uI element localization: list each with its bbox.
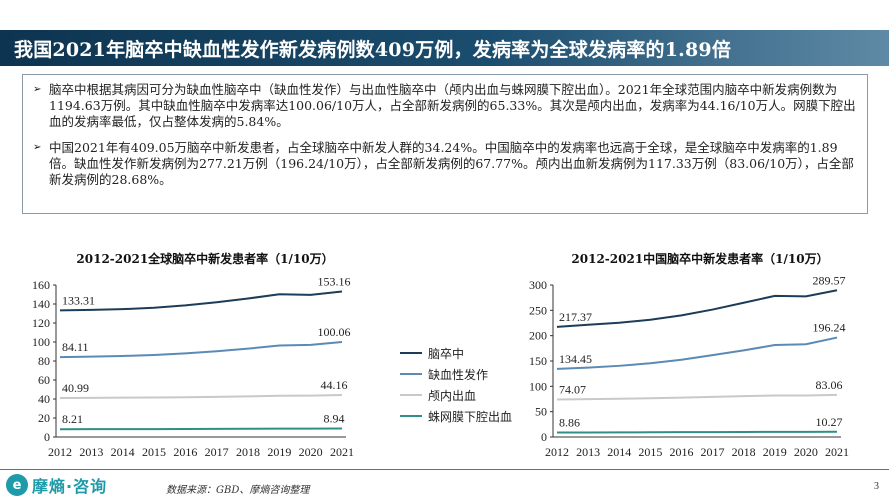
china-series-line [556,289,838,328]
china-chart-title: 2012-2021中国脑卒中新发患者率（1/10万） [571,252,829,266]
global-series-line [59,394,343,400]
china-start-value-label: 8.86 [559,416,580,430]
china-y-tick-label: 300 [529,278,547,292]
bullet-text: 中国2021年有409.05万脑卒中新发患者，占全球脑卒中新发人群的34.24%… [49,140,854,187]
legend-swatch [400,415,422,417]
china-x-tick-label: 2013 [576,445,600,459]
china-series-line [556,336,838,370]
global-y-tick-label: 20 [38,411,50,425]
china-end-value-label: 289.57 [813,273,846,287]
global-x-tick-label: 2016 [173,445,197,459]
logo-text: 摩熵·咨询 [32,477,108,496]
legend-swatch [400,394,422,396]
china-y-tick-label: 200 [529,329,547,343]
bullet-point: ➢ 中国2021年有409.05万脑卒中新发患者，占全球脑卒中新发人群的34.2… [33,140,857,188]
china-x-tick-label: 2015 [638,445,662,459]
legend-label: 缺血性发作 [428,367,489,382]
global-x-tick-label: 2019 [267,445,291,459]
china-y-tick-label: 100 [529,379,547,393]
global-y-tick-label: 60 [38,373,50,387]
global-end-value-label: 100.06 [318,325,351,339]
china-start-value-label: 217.37 [559,310,592,324]
global-end-value-label: 8.94 [324,412,345,426]
global-x-tick-label: 2015 [142,445,166,459]
bullet-text: 脑卒中根据其病因可分为缺血性脑卒中（缺血性发作）与出血性脑卒中（颅内出血与蛛网膜… [49,82,856,129]
china-series-line [556,393,838,401]
china-x-tick-label: 2016 [669,445,693,459]
global-start-value-label: 8.21 [62,412,83,426]
global-series-line [59,427,343,431]
global-y-tick-label: 140 [32,297,50,311]
china-series-line [556,430,838,434]
arrow-bullet-icon: ➢ [33,142,42,153]
china-y-tick-label: 150 [529,354,547,368]
global-x-tick-label: 2020 [299,445,323,459]
china-y-tick-label: 50 [535,405,547,419]
global-y-tick-label: 120 [32,316,50,330]
china-stroke-chart: 0 50 100 150 200 250 300 2012 2013 2014 2015 2016 20… [529,273,849,459]
china-end-value-label: 10.27 [816,415,843,429]
arrow-bullet-icon: ➢ [33,84,42,95]
china-x-tick-label: 2021 [825,445,849,459]
summary-box: ➢ 脑卒中根据其病因可分为缺血性脑卒中（缺血性发作）与出血性脑卒中（颅内出血与蛛… [22,74,868,214]
source-note: 数据来源：GBD、摩熵咨询整理 [166,485,310,496]
legend-item: 脑卒中 [400,344,530,362]
logo-icon: e [6,474,28,496]
china-start-value-label: 134.45 [559,352,592,366]
global-end-value-label: 44.16 [321,378,348,392]
china-end-value-label: 196.24 [813,321,846,335]
legend-label: 脑卒中 [428,346,465,361]
bullet-point: ➢ 脑卒中根据其病因可分为缺血性脑卒中（缺血性发作）与出血性脑卒中（颅内出血与蛛… [33,82,857,130]
legend-swatch [400,373,422,375]
china-x-tick-label: 2018 [732,445,756,459]
chart-legend: 脑卒中 缺血性发作 颅内出血 蛛网膜下腔出血 [400,344,530,428]
global-x-tick-label: 2021 [330,445,354,459]
china-x-tick-label: 2020 [794,445,818,459]
global-stroke-chart: 0 20 40 60 80 100 120 140 160 2012 2013 2014 2015 201… [32,274,354,459]
global-y-tick-label: 40 [38,392,50,406]
china-y-tick-label: 250 [529,303,547,317]
china-x-tick-label: 2017 [701,445,725,459]
global-x-tick-label: 2017 [205,445,229,459]
legend-label: 颅内出血 [428,388,477,403]
legend-item: 蛛网膜下腔出血 [400,407,530,425]
global-y-tick-label: 0 [44,430,50,444]
global-series-line [59,290,343,312]
legend-swatch [400,352,422,354]
legend-item: 缺血性发作 [400,365,530,383]
global-start-value-label: 84.11 [62,340,89,354]
china-start-value-label: 74.07 [559,382,586,396]
global-y-tick-label: 100 [32,335,50,349]
global-y-tick-label: 80 [38,354,50,368]
global-x-tick-label: 2012 [48,445,72,459]
china-x-tick-label: 2019 [763,445,787,459]
china-x-tick-label: 2014 [607,445,631,459]
global-x-tick-label: 2018 [236,445,260,459]
page-title: 我国2021年脑卒中缺血性发作新发病例数409万例，发病率为全球发病率的1.89… [0,30,889,66]
global-x-tick-label: 2014 [111,445,135,459]
china-y-tick-label: 0 [541,430,547,444]
footer-divider [0,469,889,470]
china-end-value-label: 83.06 [816,378,843,392]
global-series-line [59,340,343,359]
global-start-value-label: 133.31 [62,293,95,307]
global-x-tick-label: 2013 [79,445,103,459]
brand-logo: e 摩熵·咨询 [6,473,107,497]
china-x-tick-label: 2012 [545,445,569,459]
legend-label: 蛛网膜下腔出血 [428,409,513,424]
page-number: 3 [874,481,879,492]
global-end-value-label: 153.16 [318,274,351,288]
global-y-tick-label: 160 [32,278,50,292]
global-start-value-label: 40.99 [62,381,89,395]
global-chart-title: 2012-2021全球脑卒中新发患者率（1/10万） [76,252,334,266]
legend-item: 颅内出血 [400,386,530,404]
